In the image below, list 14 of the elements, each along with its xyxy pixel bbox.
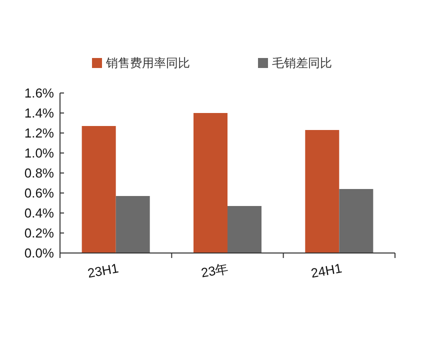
y-tick-label: 1.6% <box>24 86 54 100</box>
x-tick-label: 23H1 <box>86 260 120 281</box>
y-tick-label: 0.8% <box>24 166 54 180</box>
y-tick-label: 0.0% <box>24 246 54 260</box>
x-tick-label: 24H1 <box>310 260 343 281</box>
y-tick-label: 1.0% <box>24 146 54 160</box>
y-tick-label: 0.4% <box>24 206 54 220</box>
x-tick-label: 23年 <box>200 260 230 280</box>
y-tick-label: 0.2% <box>24 226 54 240</box>
y-tick-label: 0.6% <box>24 186 54 200</box>
legend-label: 销售费用率同比 <box>105 56 190 70</box>
y-tick-label: 1.4% <box>24 106 54 120</box>
legend-label: 毛销差同比 <box>272 56 332 70</box>
y-tick-label: 1.2% <box>24 126 54 140</box>
